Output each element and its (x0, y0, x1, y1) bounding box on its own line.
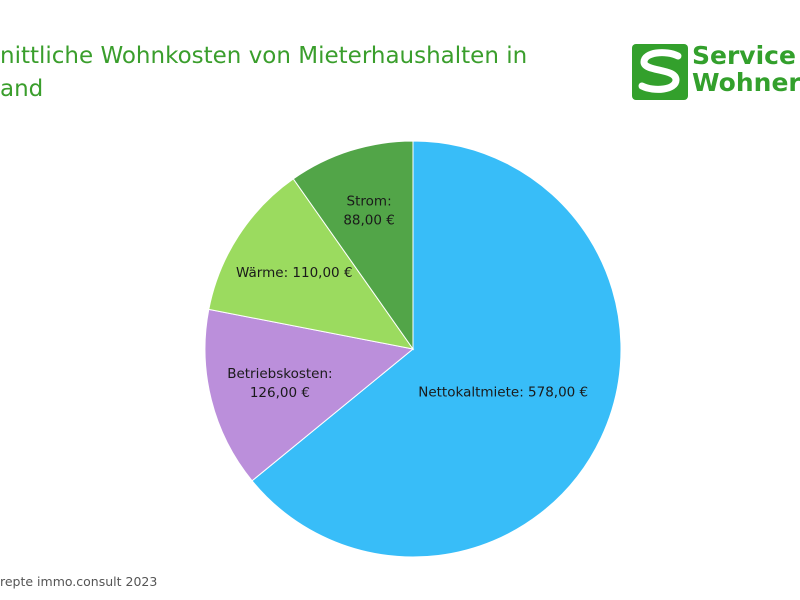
pie-slice-label: Betriebskosten: 126,00 € (227, 366, 332, 401)
pie-slice (292, 140, 414, 351)
source-note: repte immo.consult 2023 (0, 574, 158, 589)
logo-line-2: Wohner (692, 68, 800, 97)
service-wohnen-logo: Service Wohner (630, 40, 800, 104)
pie-labels: Nettokaltmiete: 578,00 € Betriebskosten: 1… (227, 194, 588, 401)
logo-wordmark: Service Wohner (692, 42, 800, 96)
pie-slices (204, 140, 622, 558)
pie-slice (251, 140, 622, 558)
slide-title: nittliche Wohnkosten von Mieterhaushalte… (0, 43, 528, 102)
pie-slice-label: Wärme: 110,00 € (236, 265, 352, 281)
pie-slice-label: Strom: 88,00 € (343, 194, 395, 229)
pie-slice-label: Nettokaltmiete: 578,00 € (418, 385, 588, 401)
logo-mark-icon (632, 44, 688, 100)
pie-slice (208, 178, 415, 350)
logo-line-1: Service (692, 41, 796, 70)
pie-slice (204, 308, 415, 482)
